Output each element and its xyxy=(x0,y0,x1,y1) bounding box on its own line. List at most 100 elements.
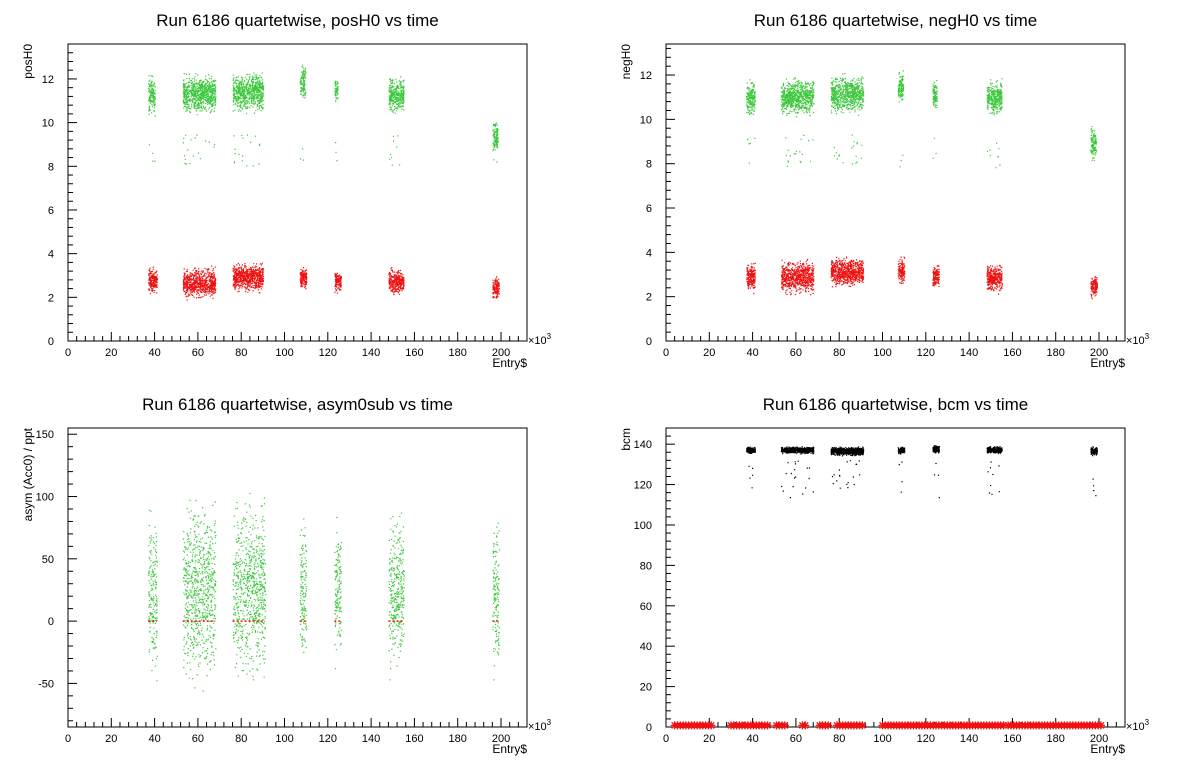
star-markers xyxy=(833,721,867,730)
outlier-points xyxy=(781,460,814,499)
x-tick-label: 40 xyxy=(746,733,758,745)
x-tick-label: 80 xyxy=(235,347,247,359)
point-cluster xyxy=(897,446,906,493)
data-points xyxy=(746,79,756,115)
point-cluster xyxy=(388,267,405,296)
y-axis-label: negH0 xyxy=(619,44,633,80)
point-cluster xyxy=(492,122,499,163)
point-cluster xyxy=(182,265,217,301)
x-tick-label: 100 xyxy=(873,733,891,745)
point-cluster xyxy=(932,79,938,159)
data-points xyxy=(1090,446,1098,457)
chart-title: Run 6186 quartetwise, posH0 vs time xyxy=(156,11,439,30)
point-cluster xyxy=(830,256,865,288)
data-points xyxy=(492,122,499,152)
x-tick-label: 160 xyxy=(405,733,423,745)
x-multiplier-label: ×103 xyxy=(1126,332,1150,347)
outlier-points xyxy=(831,460,861,489)
series-1 xyxy=(746,445,1098,499)
point-cluster xyxy=(148,75,156,162)
outlier-points xyxy=(899,154,904,168)
point-cluster xyxy=(897,256,906,284)
data-points xyxy=(746,446,756,454)
data-points xyxy=(830,446,865,457)
data-points xyxy=(299,518,308,653)
x-tick-label: 180 xyxy=(449,347,467,359)
series-2 xyxy=(670,721,1105,730)
x-tick-label: 20 xyxy=(105,733,117,745)
series-1 xyxy=(148,493,501,692)
x-tick-label: 80 xyxy=(235,733,247,745)
point-cluster xyxy=(746,446,756,489)
outlier-points xyxy=(1091,136,1095,162)
y-axis-label: bcm xyxy=(619,428,633,451)
point-cluster xyxy=(334,516,342,670)
outlier-points xyxy=(148,144,156,162)
x-tick-label: 200 xyxy=(492,733,510,745)
outlier-points xyxy=(233,134,261,167)
data-points xyxy=(182,73,217,116)
x-axis-label: Entry$ xyxy=(1090,356,1125,370)
data-points xyxy=(148,75,156,117)
data-points xyxy=(492,522,501,681)
data-points xyxy=(932,264,940,288)
x-axis-label: Entry$ xyxy=(492,356,527,370)
point-cluster xyxy=(299,518,308,653)
data-points xyxy=(1090,276,1098,300)
data-points xyxy=(148,266,158,295)
point-cluster xyxy=(830,446,865,489)
outlier-points xyxy=(1092,478,1097,497)
y-axis-label: asym (Acc0) / ppt xyxy=(21,427,35,521)
outlier-points xyxy=(389,135,401,166)
data-points xyxy=(232,72,264,114)
x-tick-label: 20 xyxy=(703,347,715,359)
x-tick-label: 100 xyxy=(275,733,293,745)
y-tick-label: 100 xyxy=(36,492,54,504)
y-tick-label: 80 xyxy=(640,560,652,572)
point-cluster xyxy=(932,264,940,288)
point-cluster xyxy=(232,72,264,167)
y-tick-label: -50 xyxy=(38,678,54,690)
data-points xyxy=(932,79,938,109)
plot-frame xyxy=(67,427,528,728)
x-axis-label: Entry$ xyxy=(1090,742,1125,756)
x-tick-label: 0 xyxy=(663,347,669,359)
point-cluster xyxy=(986,78,1003,169)
series-1 xyxy=(746,70,1097,169)
x-tick-label: 40 xyxy=(148,733,160,745)
x-tick-label: 120 xyxy=(917,733,935,745)
plot-frame xyxy=(665,43,1126,342)
x-tick-label: 180 xyxy=(449,733,467,745)
x-tick-label: 20 xyxy=(105,347,117,359)
data-points xyxy=(182,499,217,692)
data-points xyxy=(897,70,905,103)
x-tick-label: 0 xyxy=(65,347,71,359)
point-cluster xyxy=(182,499,217,692)
data-points xyxy=(232,262,264,294)
point-cluster xyxy=(746,262,756,295)
data-points xyxy=(780,446,815,455)
point-cluster xyxy=(780,258,815,296)
x-axis-label: Entry$ xyxy=(492,742,527,756)
plot-area xyxy=(148,493,501,692)
x-tick-label: 120 xyxy=(319,733,337,745)
data-points xyxy=(299,64,307,99)
point-cluster xyxy=(492,276,500,299)
x-tick-label: 120 xyxy=(917,347,935,359)
y-tick-label: 140 xyxy=(634,439,652,451)
y-tick-label: 40 xyxy=(640,641,652,653)
x-tick-label: 20 xyxy=(703,733,715,745)
data-points xyxy=(897,256,906,284)
point-cluster xyxy=(830,73,865,165)
chart-title: Run 6186 quartetwise, negH0 vs time xyxy=(754,11,1038,30)
y-tick-label: 150 xyxy=(36,429,54,441)
plot-area xyxy=(746,70,1098,300)
chart-panel-3: Run 6186 quartetwise, asym0sub vs time 0 2… xyxy=(21,395,552,756)
data-points xyxy=(299,267,308,290)
x-tick-label: 0 xyxy=(663,733,669,745)
data-points xyxy=(334,516,342,670)
data-points xyxy=(334,80,339,102)
star-markers xyxy=(726,721,772,730)
outlier-points xyxy=(182,134,216,165)
